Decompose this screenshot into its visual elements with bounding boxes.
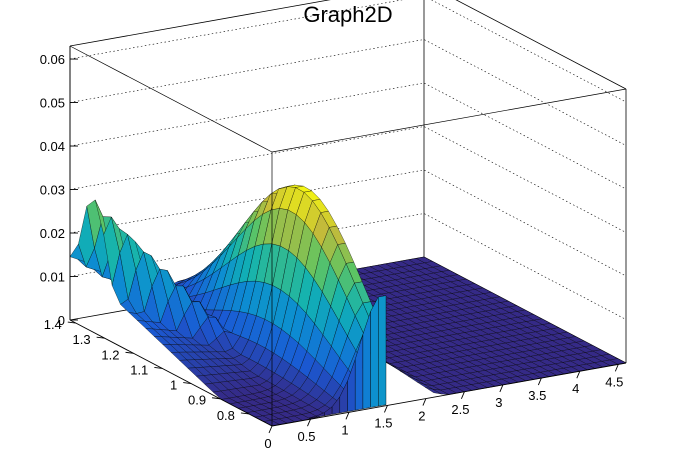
y-tick-label: 1.2 bbox=[101, 347, 119, 362]
z-grid-line bbox=[69, 82, 627, 190]
x-tick bbox=[537, 377, 542, 386]
x-tick bbox=[460, 391, 465, 399]
surface-wall-strip bbox=[378, 295, 387, 407]
x-tick-label: 3.5 bbox=[528, 388, 546, 403]
x-tick-label: 4 bbox=[572, 381, 579, 396]
chart-title: Graph2D bbox=[303, 2, 393, 27]
y-tick bbox=[240, 412, 249, 415]
x-tick bbox=[345, 412, 350, 420]
x-tick bbox=[576, 371, 581, 379]
x-tick bbox=[268, 425, 273, 434]
x-tick-label: 0.5 bbox=[297, 429, 315, 444]
y-tick bbox=[154, 367, 163, 369]
surface-mesh bbox=[69, 184, 627, 427]
y-tick-label: 1 bbox=[170, 378, 177, 393]
y-tick-label: 0.8 bbox=[217, 408, 235, 423]
y-tick-label: 1.3 bbox=[73, 332, 91, 347]
x-tick bbox=[614, 364, 619, 372]
y-tick bbox=[96, 336, 105, 339]
x-tick bbox=[499, 384, 504, 393]
tick-labels: 0 0.5 1 1.5 2 2.5 3 3.5 4 4.50.80.911.11.21.31.40… bbox=[40, 52, 624, 451]
z-tick-label: 0.01 bbox=[40, 270, 65, 285]
z-tick-label: 0.04 bbox=[40, 139, 65, 154]
x-axis-line bbox=[271, 362, 627, 427]
y-tick bbox=[125, 351, 134, 354]
back-wall-edge bbox=[455, 0, 627, 90]
x-tick-label: 2.5 bbox=[451, 402, 469, 417]
back-wall-edge bbox=[69, 0, 331, 47]
front-top-edge bbox=[271, 88, 627, 153]
surface-wall-strip bbox=[370, 296, 379, 408]
z-tick-label: 0.03 bbox=[40, 183, 65, 198]
y-tick-label: 1.4 bbox=[44, 317, 62, 332]
x-tick bbox=[384, 405, 388, 413]
front-top-edge bbox=[69, 45, 273, 153]
x-tick-label: 4.5 bbox=[605, 374, 623, 389]
y-tick-label: 1.1 bbox=[130, 363, 148, 378]
z-grid-line bbox=[69, 126, 627, 233]
x-tick bbox=[422, 398, 427, 406]
y-tick bbox=[212, 397, 221, 400]
x-tick-label: 2 bbox=[418, 409, 425, 424]
y-tick bbox=[67, 321, 76, 324]
x-tick bbox=[307, 418, 311, 427]
x-tick-label: 1.5 bbox=[374, 416, 392, 431]
axis-frame bbox=[67, 45, 627, 434]
z-tick-label: 0.06 bbox=[40, 52, 65, 67]
z-tick-label: 0 bbox=[58, 313, 65, 328]
y-tick-label: 0.9 bbox=[188, 393, 206, 408]
x-tick-label: 1 bbox=[341, 422, 348, 437]
z-tick-label: 0.05 bbox=[40, 96, 65, 111]
z-tick-label: 0.02 bbox=[40, 226, 65, 241]
z-grid-line bbox=[69, 39, 627, 146]
x-tick-label: 3 bbox=[495, 395, 502, 410]
x-tick-label: 0 bbox=[264, 436, 271, 451]
y-tick bbox=[183, 382, 192, 385]
z-grid-line bbox=[69, 0, 627, 103]
